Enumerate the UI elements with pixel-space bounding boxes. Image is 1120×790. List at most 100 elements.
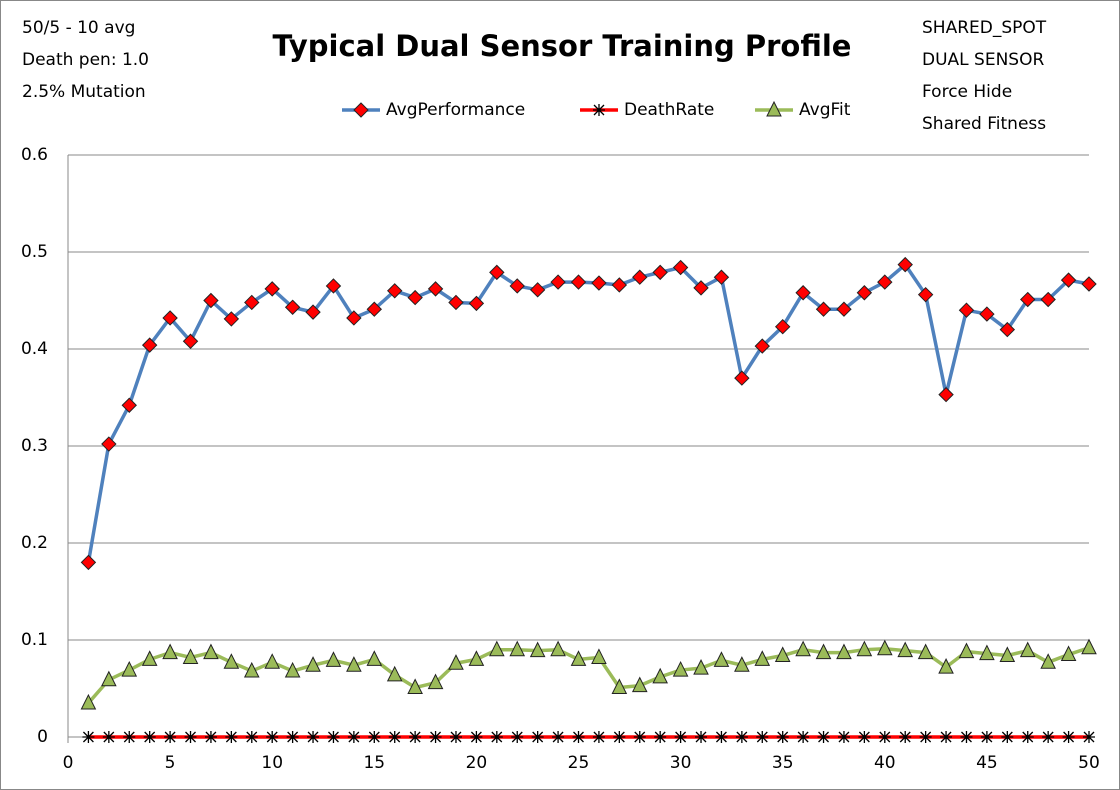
marker [1040, 653, 1056, 669]
marker [550, 274, 566, 290]
x-tick-label: 40 [874, 753, 896, 773]
marker [470, 731, 483, 743]
marker [815, 301, 832, 317]
y-tick-label: 0.2 [21, 533, 48, 553]
marker [672, 660, 689, 677]
marker [429, 731, 442, 743]
marker [734, 370, 750, 386]
y-tick-label: 0.3 [21, 436, 48, 456]
marker [693, 659, 709, 675]
marker [266, 731, 279, 743]
marker [756, 731, 769, 743]
marker [917, 286, 934, 303]
marker [570, 274, 587, 290]
marker [735, 731, 748, 743]
marker [1019, 641, 1036, 658]
marker [449, 731, 462, 743]
marker [223, 311, 240, 327]
marker [611, 678, 628, 695]
marker [182, 648, 199, 664]
marker [1020, 291, 1036, 308]
marker [407, 289, 423, 306]
marker [511, 731, 524, 743]
marker [286, 731, 299, 743]
marker [307, 731, 320, 743]
marker [407, 678, 423, 695]
marker [611, 277, 628, 293]
marker [693, 280, 709, 296]
marker [184, 731, 197, 743]
x-tick-label: 30 [670, 753, 692, 773]
marker [305, 304, 321, 320]
x-tick-label: 25 [568, 753, 590, 773]
marker [980, 731, 993, 743]
marker [979, 644, 995, 661]
y-tick-label: 0.4 [21, 339, 48, 359]
marker [509, 278, 525, 294]
marker [940, 731, 953, 743]
marker [856, 285, 873, 301]
marker [123, 731, 136, 743]
marker [672, 259, 689, 276]
marker [1060, 645, 1077, 662]
marker [550, 640, 566, 657]
marker [468, 295, 485, 312]
legend-label: AvgPerformance [386, 100, 525, 120]
x-tick-label: 20 [466, 753, 488, 773]
marker [121, 660, 138, 677]
chart-title: Typical Dual Sensor Training Profile [273, 29, 852, 63]
marker [592, 731, 605, 743]
x-tick-label: 10 [261, 753, 283, 773]
marker [80, 693, 97, 710]
marker [141, 650, 158, 666]
note: 2.5% Mutation [22, 82, 146, 102]
marker [917, 643, 934, 660]
marker [633, 731, 646, 743]
marker [489, 264, 505, 281]
marker [766, 100, 782, 117]
marker [121, 397, 137, 413]
marker [836, 301, 852, 317]
marker [529, 641, 546, 658]
marker [353, 102, 369, 118]
marker [776, 731, 789, 743]
marker [695, 731, 708, 743]
marker [225, 731, 238, 743]
marker [346, 656, 362, 672]
marker [101, 670, 117, 687]
marker [652, 667, 668, 684]
x-tick-label: 0 [63, 753, 74, 773]
marker [468, 650, 485, 666]
marker [143, 731, 156, 743]
marker [1021, 731, 1034, 743]
x-tick-label: 15 [363, 753, 385, 773]
marker [632, 269, 648, 285]
marker [490, 731, 503, 743]
marker [877, 274, 893, 290]
marker [366, 650, 383, 666]
marker [102, 731, 115, 743]
legend-label: AvgFit [799, 100, 851, 120]
marker [223, 653, 240, 669]
y-tick-label: 0.5 [21, 242, 48, 262]
marker [347, 731, 360, 743]
x-tick-label: 45 [976, 753, 998, 773]
marker [774, 646, 791, 663]
marker [386, 665, 403, 682]
marker [958, 302, 975, 318]
marker [346, 310, 362, 326]
marker [613, 731, 626, 743]
marker [795, 640, 811, 657]
marker [897, 641, 914, 658]
marker [387, 283, 403, 299]
marker [713, 651, 730, 667]
marker [591, 275, 607, 291]
marker [529, 282, 546, 298]
marker [204, 731, 217, 743]
marker [80, 554, 97, 571]
marker [509, 640, 526, 657]
note: Force Hide [922, 82, 1012, 102]
x-tick-label: 35 [772, 753, 794, 773]
marker [631, 676, 648, 693]
